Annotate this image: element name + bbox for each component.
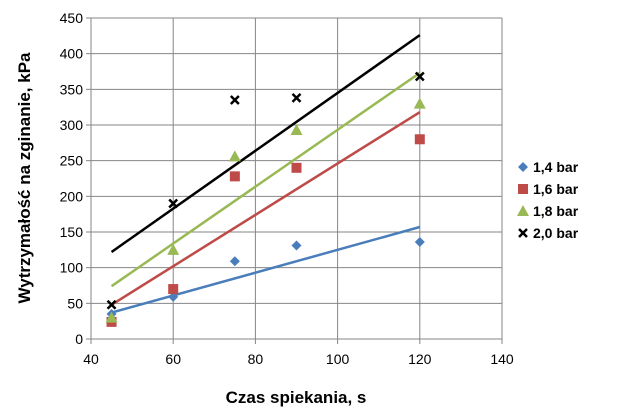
legend-label-1: 1,4 bar	[533, 159, 579, 175]
legend-marker-2	[518, 184, 528, 194]
data-point-series-4	[106, 299, 117, 310]
data-point-series-4	[168, 198, 179, 209]
data-point-series-3	[228, 150, 241, 162]
x-tick-label: 120	[408, 351, 432, 367]
legend-marker-1	[518, 162, 528, 172]
data-point-series-4	[229, 95, 240, 105]
x-tick-label: 40	[83, 351, 99, 367]
axes	[86, 17, 503, 344]
y-tick-label: 200	[60, 188, 84, 204]
legend-label-4: 2,0 bar	[533, 225, 579, 241]
data-point-series-2	[414, 134, 425, 145]
data-point-series-1	[414, 236, 425, 247]
data-point-series-3	[167, 243, 180, 255]
y-tick-labels: 0 50 100 150 200 250 300 350 400 450	[60, 10, 84, 347]
legend-label-3: 1,8 bar	[533, 203, 579, 219]
data-point-series-4	[291, 93, 302, 103]
data-point-series-1	[229, 256, 240, 267]
trendlines	[110, 34, 421, 314]
y-tick-label: 300	[60, 117, 84, 133]
data-points	[105, 71, 426, 327]
y-tick-label: 400	[60, 46, 84, 62]
legend: 1,4 bar 1,6 bar 1,8 bar 2,0 bar	[517, 159, 579, 241]
trendline-series-1	[111, 225, 421, 314]
y-tick-label: 450	[60, 10, 84, 26]
data-point-series-1	[168, 291, 179, 302]
x-tick-label: 80	[248, 351, 264, 367]
y-tick-label: 100	[60, 260, 84, 276]
x-tick-label: 100	[326, 351, 350, 367]
data-point-series-2	[168, 284, 179, 295]
y-tick-label: 350	[60, 81, 84, 97]
y-tick-label: 50	[67, 295, 83, 311]
x-tick-labels: 40 60 80 100 120 140	[83, 351, 514, 367]
trendline-series-3	[110, 71, 421, 288]
data-point-series-3	[290, 123, 303, 135]
x-axis-title: Czas spiekania, s	[226, 388, 367, 407]
trendline-series-2	[110, 111, 421, 306]
data-point-series-1	[291, 240, 302, 251]
legend-marker-4	[518, 228, 528, 238]
legend-marker-3	[517, 205, 529, 216]
y-tick-label: 0	[75, 331, 83, 347]
y-axis-title: Wytrzymałość na zginanie, kPa	[15, 52, 34, 304]
trendline-series-4	[110, 34, 421, 253]
data-point-series-4	[414, 71, 425, 82]
y-tick-label: 250	[60, 153, 84, 169]
data-point-series-2	[291, 162, 302, 173]
y-tick-label: 150	[60, 224, 84, 240]
data-point-series-2	[229, 171, 240, 182]
x-tick-label: 60	[165, 351, 181, 367]
data-point-series-3	[105, 311, 118, 323]
data-point-series-3	[413, 97, 426, 109]
gridlines	[91, 17, 503, 339]
legend-label-2: 1,6 bar	[533, 181, 579, 197]
x-tick-label: 140	[490, 351, 514, 367]
